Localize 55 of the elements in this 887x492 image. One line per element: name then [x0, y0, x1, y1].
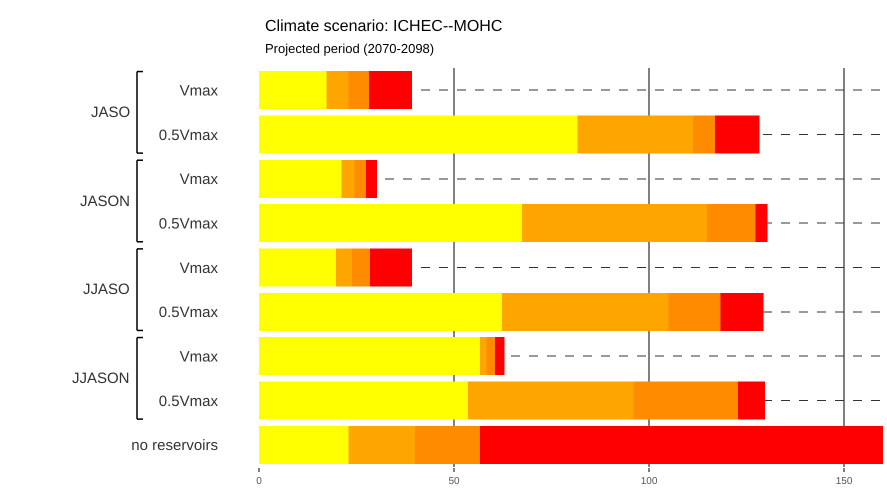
bar — [693, 115, 715, 154]
y-tick-label: 0.5Vmax — [158, 392, 218, 410]
bar — [352, 248, 370, 287]
bar — [259, 426, 348, 464]
bar — [486, 337, 495, 376]
bar — [714, 115, 760, 154]
bar — [502, 292, 669, 331]
y-tick-label: 0.5Vmax — [158, 304, 218, 322]
y-tick-label: Vmax — [180, 348, 218, 366]
bar — [336, 248, 352, 287]
bar — [369, 71, 412, 110]
y-tick-label: Vmax — [180, 260, 218, 277]
bar — [259, 292, 502, 331]
bar — [480, 426, 884, 464]
bar — [468, 381, 634, 420]
y-tick-label: no reservoirs — [131, 437, 218, 454]
bar — [706, 204, 756, 242]
bar — [738, 381, 765, 420]
bar — [259, 71, 326, 110]
bar — [668, 292, 720, 331]
text: JASO — [91, 104, 130, 121]
bar — [259, 204, 522, 242]
bar — [756, 204, 768, 242]
bar — [259, 115, 578, 154]
bar — [348, 71, 369, 110]
bar — [259, 337, 480, 376]
text: JJASON — [72, 370, 130, 387]
bar — [348, 426, 416, 464]
bar — [354, 160, 366, 198]
bar — [259, 160, 342, 198]
bar — [415, 426, 480, 464]
bar — [494, 337, 504, 376]
bar — [366, 160, 377, 198]
x-tick-label: 100 — [640, 476, 658, 487]
chart-title: Climate scenario: ICHEC--MOHC — [265, 18, 502, 35]
bar — [259, 248, 336, 287]
x-tick-label: 150 — [836, 476, 853, 487]
bar — [342, 160, 355, 198]
y-tick-label: 0.5Vmax — [158, 126, 218, 144]
x-tick-label: 0 — [256, 476, 262, 487]
bar — [480, 337, 486, 376]
bar — [370, 248, 412, 287]
bar — [259, 381, 468, 420]
bar — [522, 204, 707, 242]
y-tick-label: Vmax — [180, 171, 218, 188]
x-tick-label: 50 — [448, 476, 460, 487]
text: JJASO — [83, 281, 130, 298]
bar — [720, 292, 764, 331]
bar — [633, 381, 738, 420]
bar — [578, 115, 694, 154]
text: JASON — [80, 193, 130, 210]
y-tick-label: Vmax — [180, 82, 218, 100]
y-tick-label: 0.5Vmax — [158, 215, 218, 232]
bar — [326, 71, 348, 110]
chart-subtitle: Projected period (2070-2098) — [265, 41, 434, 56]
